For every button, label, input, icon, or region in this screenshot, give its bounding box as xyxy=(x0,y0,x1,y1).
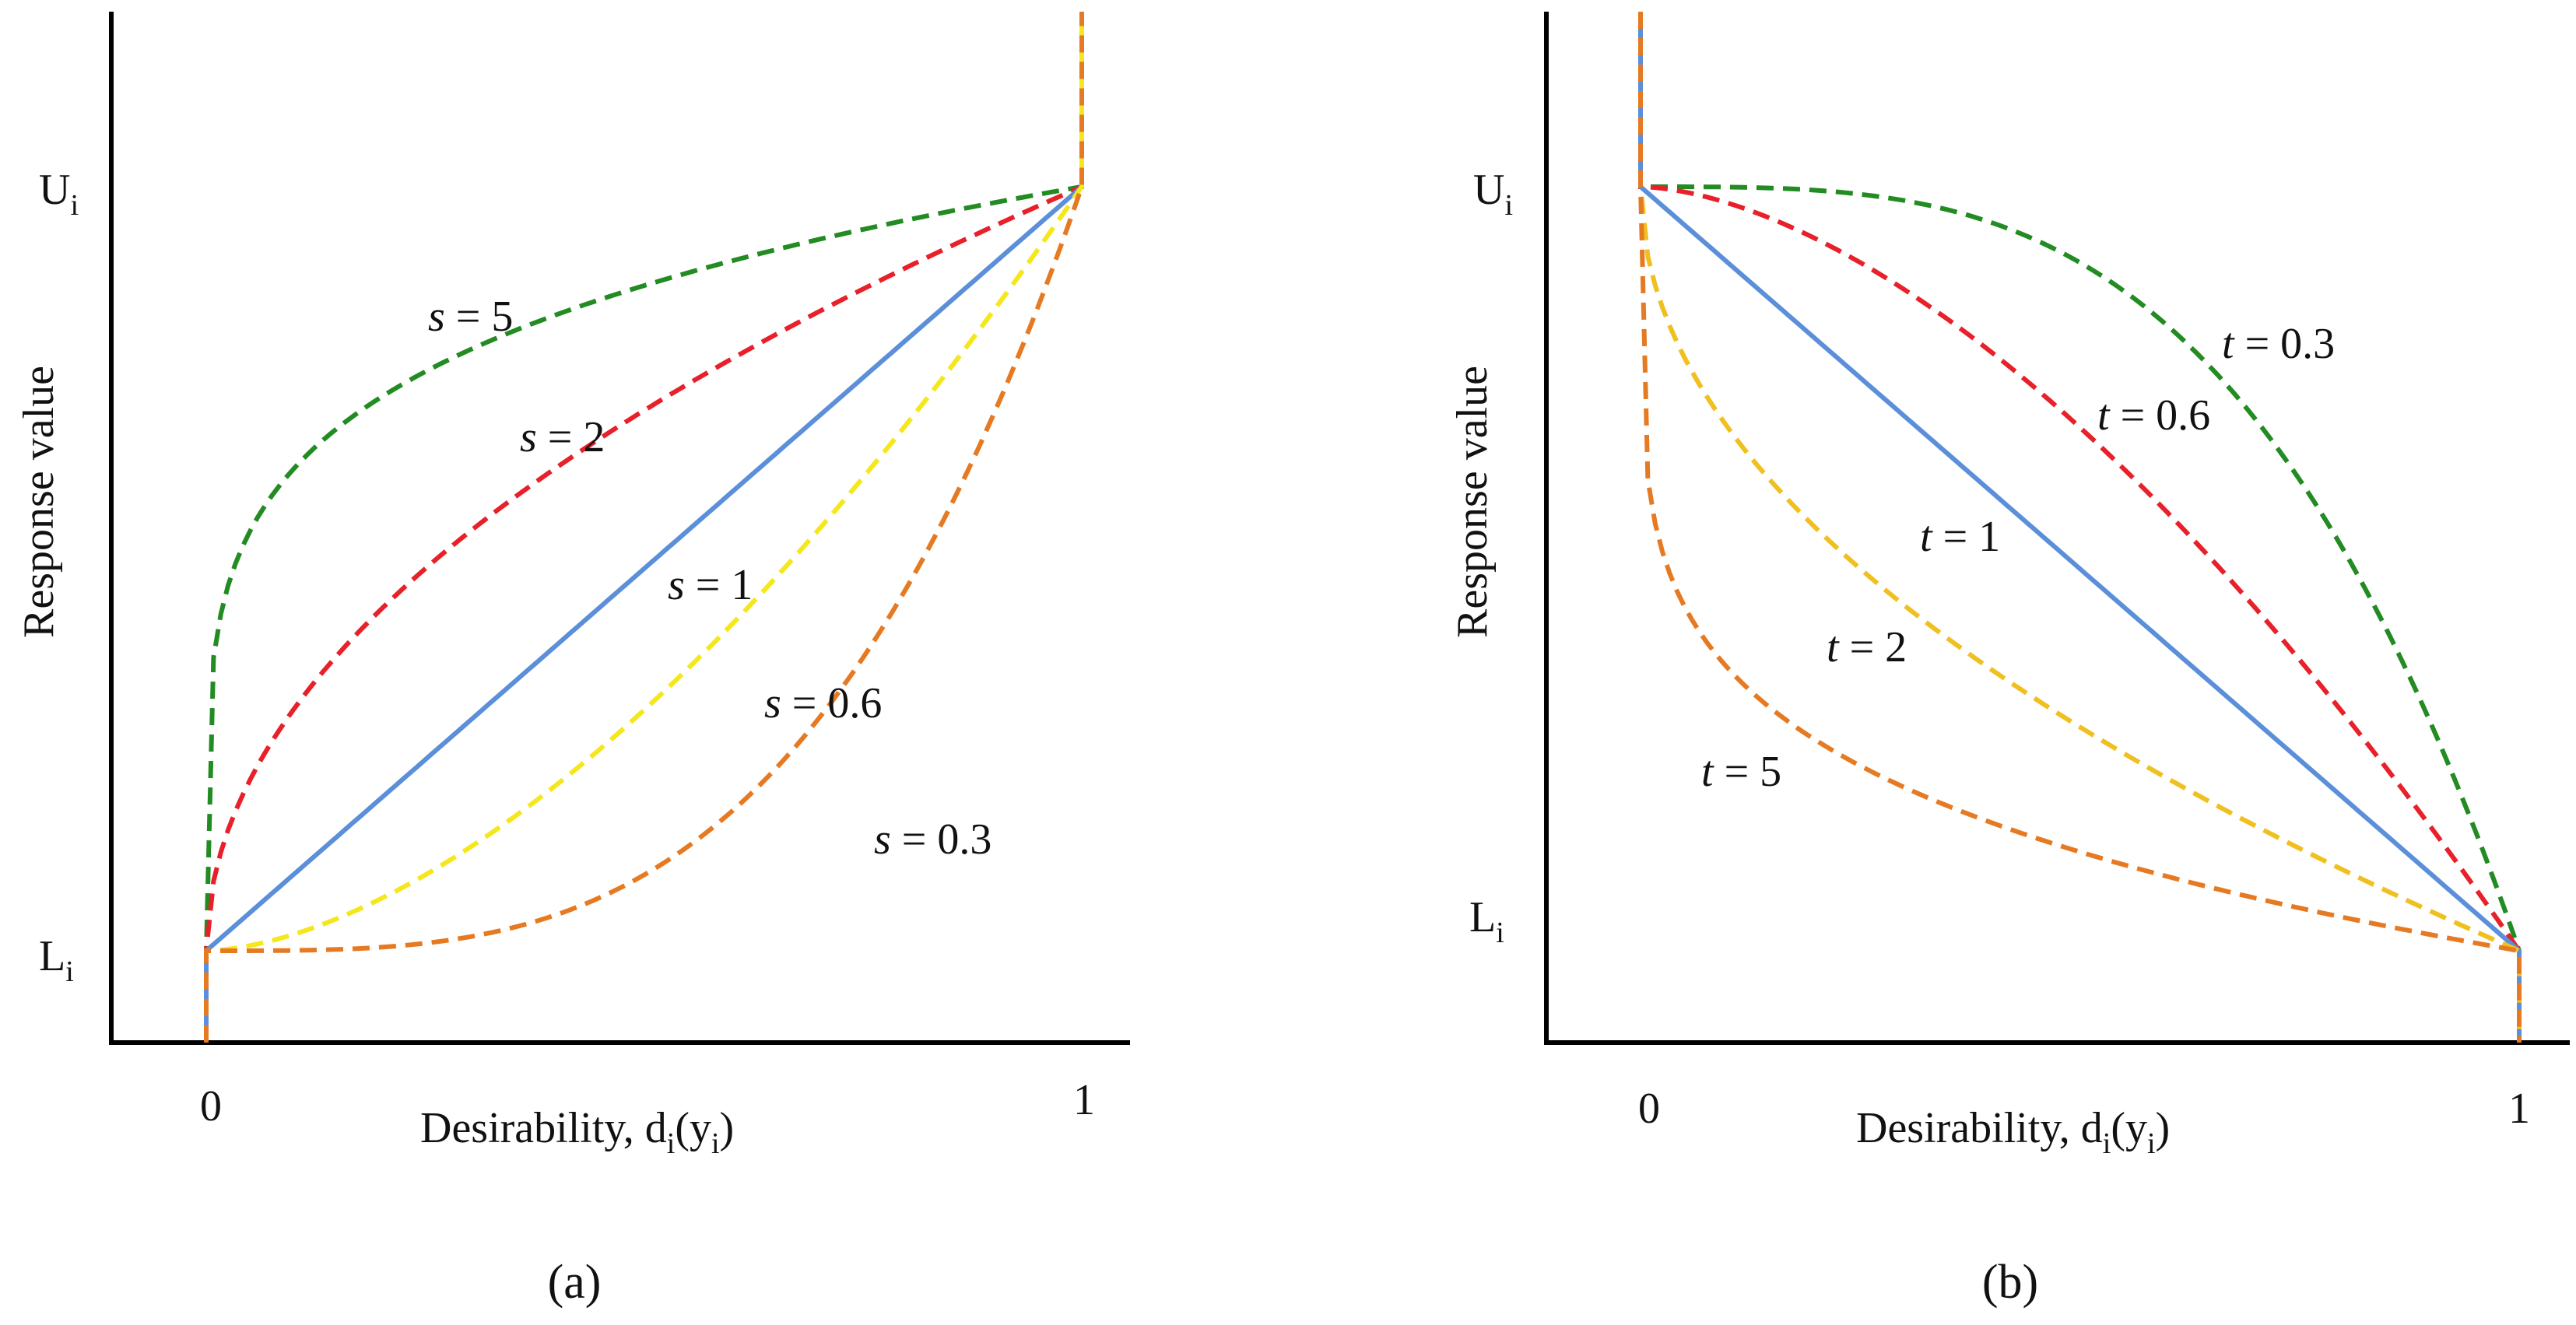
chart-a-label-s-5: s = 5 xyxy=(428,293,513,341)
chart-a-xlabel: Desirability, di(yi) xyxy=(420,1104,734,1160)
chart-b-curve-t-0.6 xyxy=(1638,12,2522,1043)
chart-a-ytick-u: Ui xyxy=(39,166,79,222)
chart-b-ylabel: Response value xyxy=(1448,366,1497,638)
chart-b-xlabel: Desirability, di(yi) xyxy=(1856,1104,2170,1160)
chart-b-curve-t-2 xyxy=(1638,12,2522,1043)
chart-a-xtick-0: 0 xyxy=(200,1082,222,1130)
chart-a-curve-s-0.6 xyxy=(204,12,1084,1043)
chart-a-label-s-0.6: s = 0.6 xyxy=(764,679,882,727)
chart-a-curve-s-2 xyxy=(204,12,1084,1043)
chart-b-ytick-u: Ui xyxy=(1473,166,1513,222)
chart-a: Ui Li 0 1 Response value Desirability, d… xyxy=(15,12,1130,1309)
chart-b-curve-t-1 xyxy=(1638,12,2522,1043)
chart-b-label-t-1: t = 1 xyxy=(1920,513,2000,561)
chart-a-panel-label: (a) xyxy=(548,1256,602,1309)
chart-a-curve-s-0.3 xyxy=(204,12,1084,1043)
chart-b-label-t-5: t = 5 xyxy=(1701,748,1781,796)
chart-b-label-t-0.6: t = 0.6 xyxy=(2097,391,2210,440)
chart-b-curves xyxy=(1638,12,2522,1043)
chart-b-ytick-l: Li xyxy=(1469,893,1504,949)
chart-a-ytick-l: Li xyxy=(39,932,74,988)
chart-b: Ui Li 0 1 Response value Desirability, d… xyxy=(1448,12,2570,1309)
chart-a-label-s-2: s = 2 xyxy=(520,413,605,461)
chart-a-ylabel: Response value xyxy=(15,366,63,638)
chart-b-curve-t-5 xyxy=(1638,12,2522,1043)
chart-a-label-s-0.3: s = 0.3 xyxy=(874,815,991,864)
chart-b-label-t-0.3: t = 0.3 xyxy=(2222,320,2335,368)
chart-a-curves xyxy=(204,12,1084,1043)
chart-a-label-s-1: s = 1 xyxy=(668,561,753,609)
chart-a-curve-s-1 xyxy=(204,12,1084,1043)
chart-b-panel-label: (b) xyxy=(1982,1256,2038,1309)
chart-b-label-t-2: t = 2 xyxy=(1827,623,1907,671)
chart-b-xtick-0: 0 xyxy=(1638,1085,1660,1133)
chart-a-xtick-1: 1 xyxy=(1073,1076,1095,1124)
chart-a-curve-s-5 xyxy=(204,12,1084,1043)
chart-b-curve-t-0.3 xyxy=(1638,12,2522,1043)
chart-b-xtick-1: 1 xyxy=(2508,1085,2530,1133)
